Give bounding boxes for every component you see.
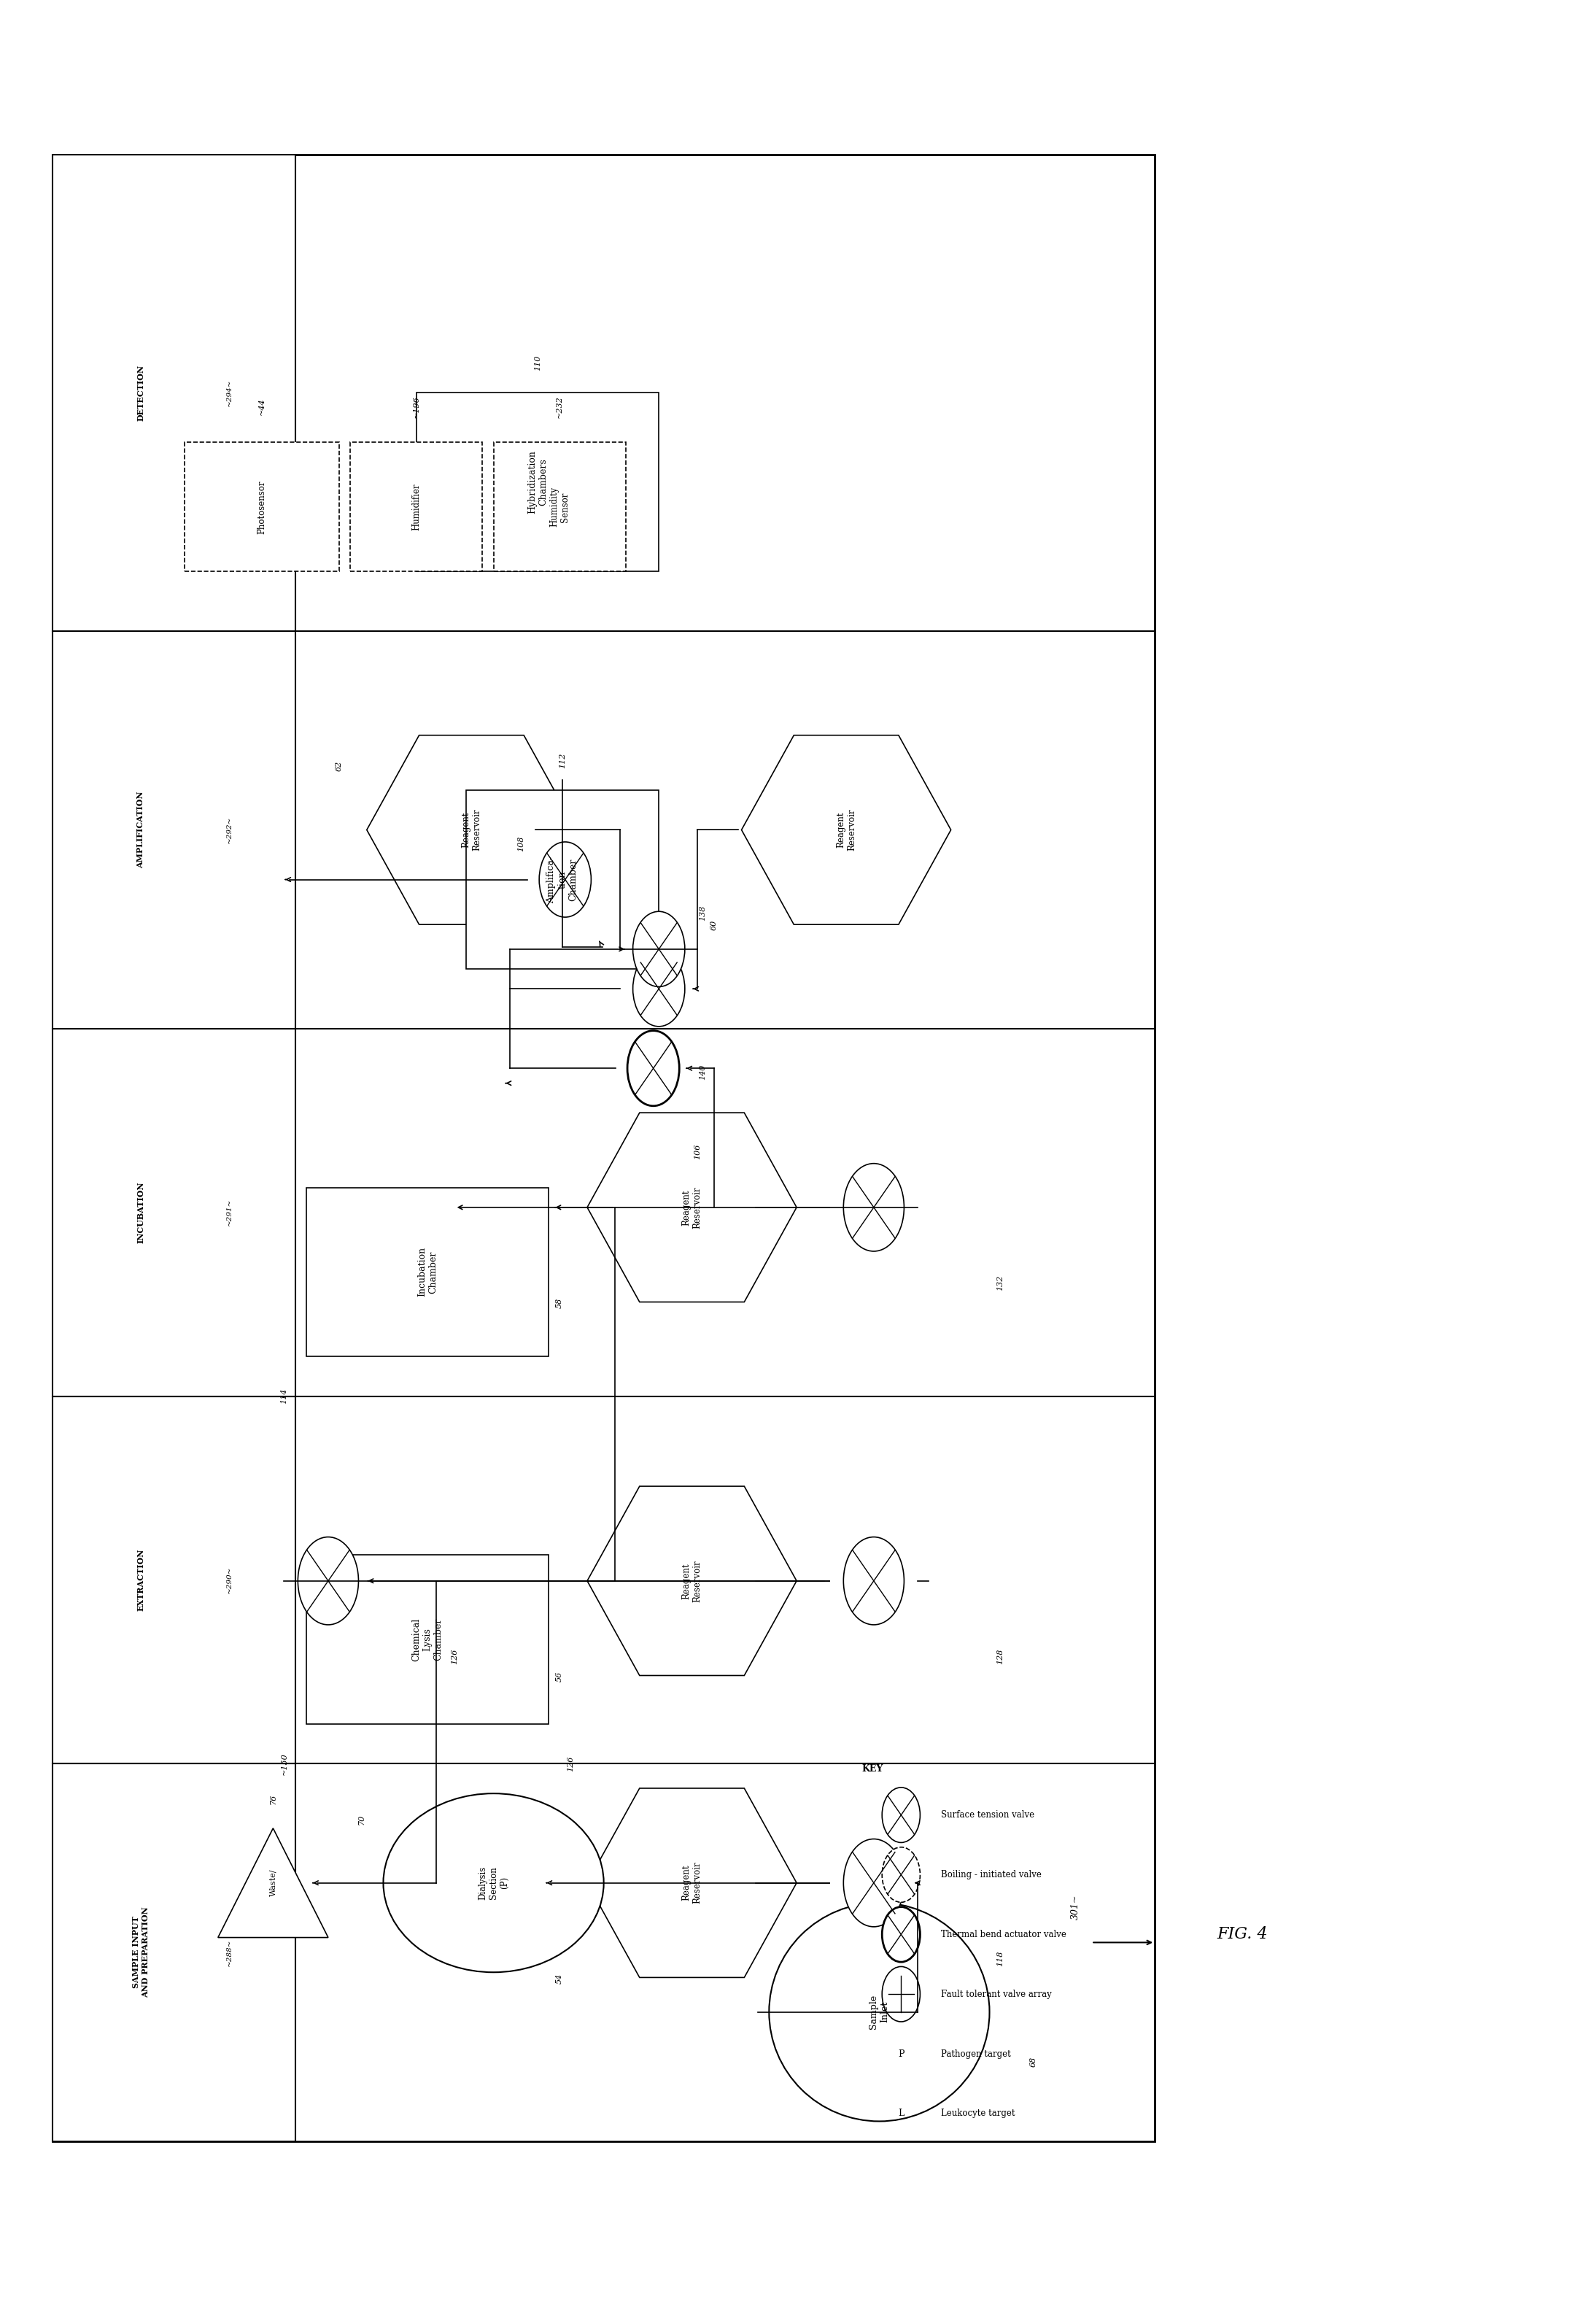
Circle shape: [883, 1908, 921, 1961]
Text: 114: 114: [281, 1389, 287, 1405]
FancyBboxPatch shape: [493, 443, 626, 572]
Circle shape: [843, 1536, 903, 1624]
Text: Fault tolerant valve array: Fault tolerant valve array: [940, 1989, 1052, 1998]
Text: Thermal bend actuator valve: Thermal bend actuator valve: [940, 1929, 1066, 1940]
Circle shape: [634, 911, 685, 987]
Text: 138: 138: [699, 907, 707, 920]
Text: ~294~: ~294~: [225, 378, 233, 406]
Circle shape: [298, 1536, 359, 1624]
Text: 56: 56: [555, 1670, 563, 1682]
Text: 108: 108: [517, 835, 525, 851]
FancyBboxPatch shape: [53, 155, 295, 632]
Text: 112: 112: [559, 752, 567, 768]
Text: Surface tension valve: Surface tension valve: [940, 1811, 1034, 1820]
Circle shape: [883, 1848, 921, 1903]
FancyBboxPatch shape: [53, 1763, 295, 2141]
Ellipse shape: [769, 1903, 990, 2120]
FancyBboxPatch shape: [53, 1029, 295, 1396]
FancyBboxPatch shape: [350, 443, 482, 572]
Text: 60: 60: [710, 920, 718, 930]
Polygon shape: [587, 1486, 796, 1675]
Text: DETECTION: DETECTION: [137, 365, 145, 420]
FancyBboxPatch shape: [53, 632, 295, 1029]
Text: Humidifier: Humidifier: [412, 484, 421, 531]
Text: Reagent
Reservoir: Reagent Reservoir: [836, 810, 857, 851]
FancyBboxPatch shape: [53, 155, 1156, 2141]
Circle shape: [539, 842, 591, 918]
Text: 58: 58: [555, 1297, 563, 1308]
Text: AMPLIFICATION: AMPLIFICATION: [137, 791, 145, 867]
Text: 110: 110: [535, 355, 541, 371]
Text: 118: 118: [998, 1952, 1004, 1966]
FancyBboxPatch shape: [185, 443, 340, 572]
Text: Boiling - initiated valve: Boiling - initiated valve: [940, 1871, 1041, 1880]
Text: 126: 126: [452, 1650, 458, 1663]
Text: KEY: KEY: [862, 1765, 883, 1774]
Text: ~232: ~232: [555, 394, 563, 418]
Text: Amplifica-
tion
Chamber: Amplifica- tion Chamber: [547, 856, 578, 902]
Text: Humidity
Sensor: Humidity Sensor: [549, 487, 570, 526]
Text: Hybridization
Chambers: Hybridization Chambers: [527, 450, 547, 514]
FancyBboxPatch shape: [417, 392, 659, 572]
Text: Leukocyte target: Leukocyte target: [940, 2109, 1015, 2118]
Text: 301~: 301~: [1071, 1894, 1080, 1919]
Text: Reagent
Reservoir: Reagent Reservoir: [681, 1186, 702, 1227]
Text: 70: 70: [358, 1813, 365, 1825]
Text: 106: 106: [694, 1144, 701, 1160]
Circle shape: [634, 950, 685, 1027]
Circle shape: [883, 1966, 921, 2021]
Text: ~288~: ~288~: [225, 1938, 233, 1966]
Text: EXTRACTION: EXTRACTION: [137, 1548, 145, 1610]
Text: 132: 132: [998, 1276, 1004, 1290]
Text: Reagent
Reservoir: Reagent Reservoir: [681, 1862, 702, 1903]
Text: L: L: [899, 2109, 903, 2118]
Text: SAMPLE INPUT
AND PREPARATION: SAMPLE INPUT AND PREPARATION: [132, 1908, 150, 1998]
Polygon shape: [367, 736, 576, 925]
Text: ~150: ~150: [281, 1753, 287, 1774]
Text: Reagent
Reservoir: Reagent Reservoir: [681, 1560, 702, 1601]
FancyBboxPatch shape: [306, 1555, 549, 1723]
Circle shape: [843, 1839, 903, 1926]
Text: Chemical
Lysis
Chamber: Chemical Lysis Chamber: [412, 1617, 444, 1661]
Circle shape: [883, 1788, 921, 1843]
Circle shape: [843, 1163, 903, 1250]
Ellipse shape: [383, 1793, 603, 1972]
Text: Waste/: Waste/: [270, 1869, 276, 1896]
Text: 128: 128: [998, 1650, 1004, 1663]
Text: ~292~: ~292~: [225, 817, 233, 844]
Text: 54: 54: [555, 1972, 563, 1984]
Text: FIG. 4: FIG. 4: [1216, 1926, 1267, 1942]
Text: ~196: ~196: [413, 394, 420, 418]
Text: 62: 62: [335, 761, 343, 771]
FancyBboxPatch shape: [306, 1188, 549, 1357]
Text: 68: 68: [1029, 2056, 1037, 2067]
Text: ~44: ~44: [259, 399, 265, 415]
Polygon shape: [219, 1827, 329, 1938]
Text: Sample
Inlet: Sample Inlet: [870, 1996, 889, 2030]
Text: 126: 126: [567, 1756, 575, 1772]
Polygon shape: [742, 736, 951, 925]
Text: ~291~: ~291~: [225, 1200, 233, 1225]
Text: 140: 140: [699, 1064, 707, 1080]
Polygon shape: [587, 1112, 796, 1301]
Text: 76: 76: [270, 1795, 276, 1804]
Text: Photosensor: Photosensor: [257, 480, 267, 533]
Text: Reagent
Reservoir: Reagent Reservoir: [461, 810, 482, 851]
Text: INCUBATION: INCUBATION: [137, 1181, 145, 1243]
Text: Dialysis
Section
(P): Dialysis Section (P): [477, 1866, 509, 1899]
FancyBboxPatch shape: [466, 789, 659, 969]
Text: ~290~: ~290~: [225, 1566, 233, 1594]
Text: P: P: [899, 2049, 905, 2058]
Text: Incubation
Chamber: Incubation Chamber: [417, 1248, 437, 1297]
Polygon shape: [587, 1788, 796, 1977]
Text: Pathogen target: Pathogen target: [940, 2049, 1010, 2058]
Circle shape: [627, 1031, 680, 1105]
FancyBboxPatch shape: [53, 1396, 295, 1763]
